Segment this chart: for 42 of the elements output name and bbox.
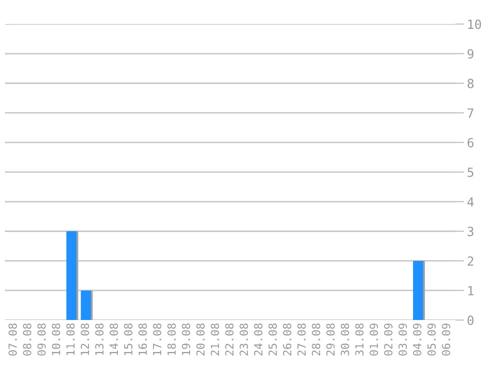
x-tick-label: 23.08 (240, 324, 248, 356)
x-tick-label: 18.08 (167, 324, 176, 355)
x-tick-label: 05.09 (427, 324, 436, 356)
x-tick-label: 29.08 (326, 324, 335, 356)
y-tick-label: 1 (468, 286, 474, 296)
x-tick-label: 27.08 (297, 324, 306, 356)
y-tick-label: 2 (468, 256, 474, 266)
x-tick-label: 09.08 (37, 324, 46, 356)
x-tick-label: 25.08 (268, 324, 277, 356)
x-tick-label: 01.09 (370, 324, 378, 356)
x-tick-label: 30.08 (340, 324, 350, 356)
x-tick-label: 17.08 (152, 324, 162, 355)
y-tick-label: 6 (468, 138, 474, 148)
y-tick-label: 9 (468, 49, 474, 59)
x-tick-label: 06.09 (442, 324, 450, 356)
x-tick-label: 03.09 (398, 324, 407, 356)
x-tick-label: 10.08 (52, 324, 60, 355)
x-tick-label: 20.08 (196, 324, 205, 356)
x-tick-label: 19.08 (182, 324, 190, 355)
x-tick-label: 02.09 (384, 324, 392, 356)
x-tick-label: 31.08 (355, 324, 364, 356)
x-tick-label: 16.08 (138, 324, 147, 355)
x-tick-label: 26.08 (282, 324, 292, 356)
x-tick-label: 22.08 (225, 324, 234, 356)
x-tick-label: 08.08 (22, 324, 32, 356)
x-tick-label: 13.08 (95, 324, 104, 355)
y-tick-label: 7 (468, 108, 474, 118)
x-tick-label: 11.08 (66, 324, 75, 355)
x-tick-label: 21.08 (210, 324, 220, 356)
x-tick-label: 28.08 (312, 324, 320, 356)
y-tick-label: 4 (467, 197, 474, 206)
x-tick-label: 12.08 (80, 324, 90, 355)
y-tick-label: 0 (468, 316, 474, 326)
y-tick-label: 3 (468, 226, 474, 236)
y-tick-label: 10 (468, 20, 482, 30)
x-tick-label: 14.08 (110, 324, 118, 355)
x-tick-label: 24.08 (254, 324, 262, 356)
x-tick-label: 04.09 (412, 324, 422, 356)
y-tick-label: 8 (468, 78, 474, 88)
x-tick-label: 15.08 (124, 324, 132, 355)
x-tick-label: 07.08 (8, 324, 17, 356)
y-tick-label: 5 (468, 168, 474, 178)
